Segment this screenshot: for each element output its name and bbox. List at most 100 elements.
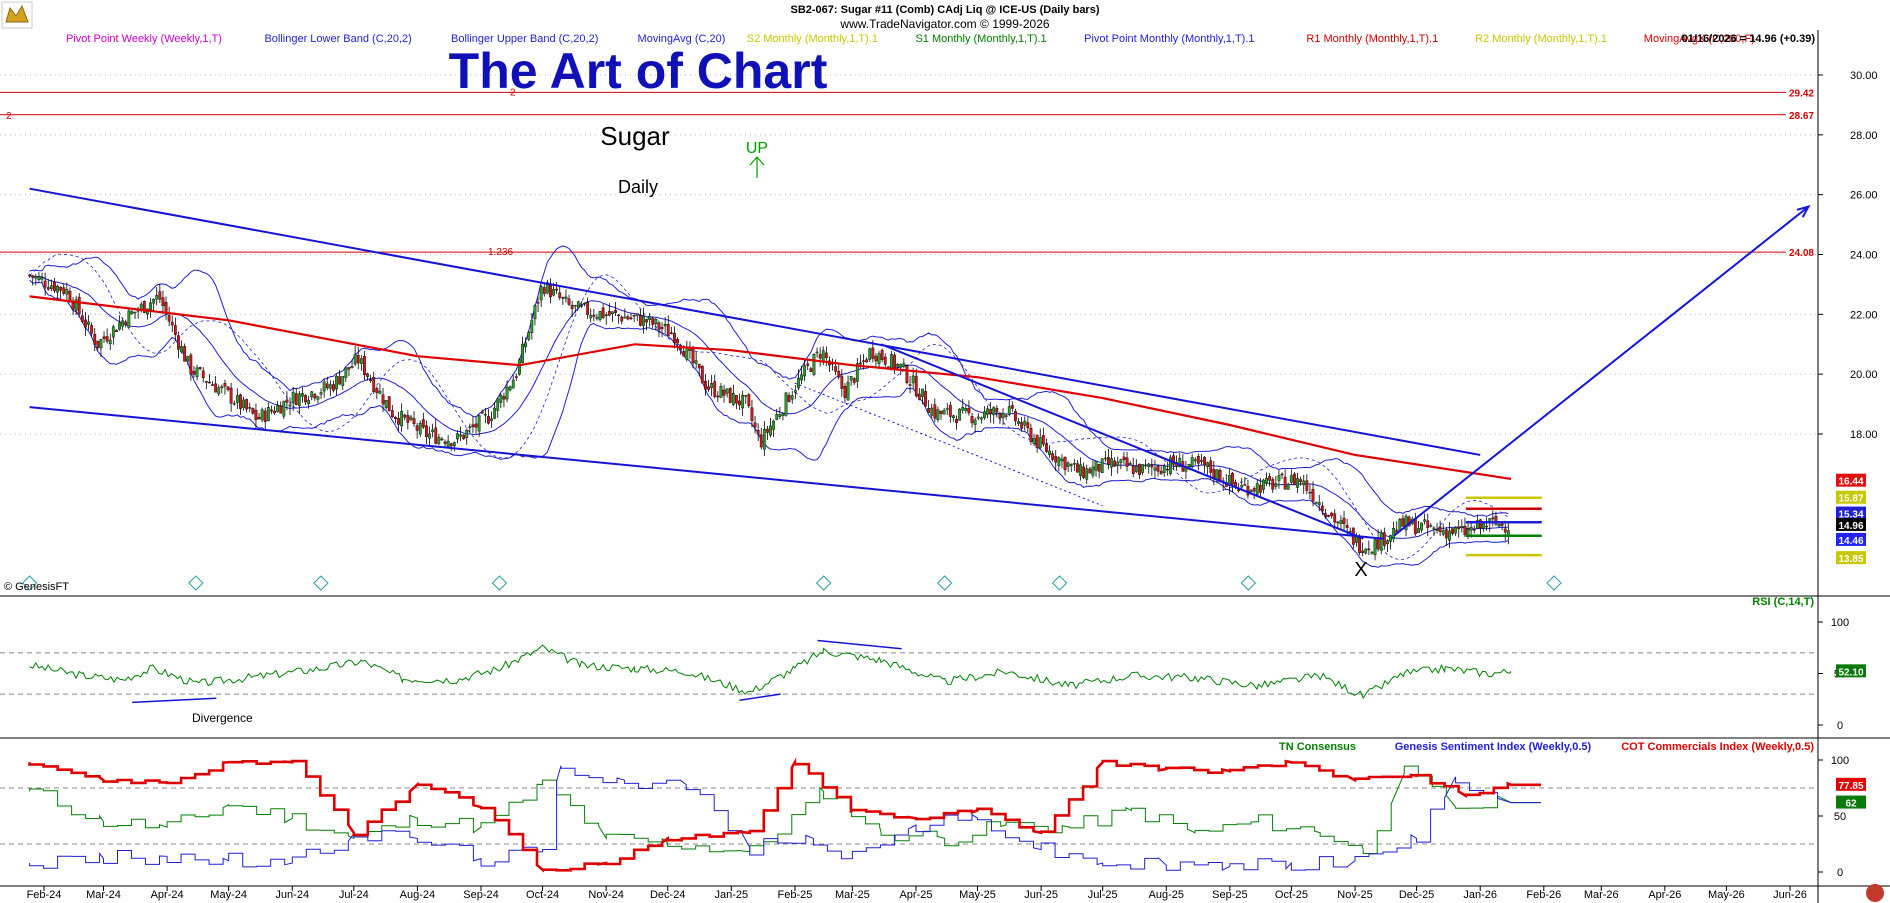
price-bar: [735, 395, 738, 410]
price-bar: [440, 436, 444, 441]
price-bar-body: [704, 380, 707, 390]
price-bar-body: [71, 302, 75, 310]
price-bar: [611, 311, 614, 322]
price-bar-body: [983, 411, 986, 418]
price-tag: [1836, 473, 1866, 487]
price-tag-label: 16.44: [1838, 477, 1863, 488]
price-bar: [536, 296, 540, 313]
price-tag: [1836, 551, 1866, 565]
indicator-legend: Pivot Point Weekly (Weekly,1,T) Bollinger…: [66, 33, 1755, 45]
price-bar-body: [576, 301, 580, 308]
price-bar: [1085, 464, 1089, 484]
price-bar: [96, 340, 100, 351]
price-bar-body: [1308, 491, 1312, 494]
price-bar-body: [1159, 470, 1163, 475]
price-bar-body: [1119, 459, 1123, 463]
price-bar-body: [1169, 457, 1172, 474]
price-bar-body: [1348, 530, 1352, 533]
price-bar: [341, 376, 345, 390]
price-bar-body: [328, 384, 332, 389]
price-bar-body: [1110, 458, 1113, 468]
price-bar: [874, 353, 878, 368]
price-bar: [769, 417, 772, 438]
price-bar-body: [288, 404, 292, 407]
price-bar-body: [772, 420, 776, 430]
price-bar-body: [961, 406, 965, 411]
price-bar-body: [797, 377, 800, 389]
price-bar: [803, 359, 807, 382]
price-bar-body: [242, 399, 245, 408]
price-bar-body: [945, 408, 949, 410]
x-tick-label: Jul-24: [339, 889, 369, 901]
price-bar-body: [1147, 463, 1151, 468]
price-bar-body: [276, 405, 280, 412]
price-bar-body: [1500, 523, 1504, 526]
corner-resize-icon: [1866, 884, 1884, 902]
price-bar: [979, 416, 983, 424]
price-bar: [843, 383, 847, 404]
price-bar: [955, 415, 958, 430]
price-bar-body: [270, 409, 273, 412]
price-bar-body: [229, 387, 233, 404]
price-bar: [124, 319, 128, 328]
price-bar: [232, 400, 236, 406]
price-bar: [335, 374, 338, 396]
price-bar-body: [899, 363, 903, 368]
price-bar-body: [669, 332, 673, 334]
price-bar-body: [1091, 466, 1095, 476]
price-bar-body: [530, 320, 534, 333]
price-bar-body: [34, 276, 38, 279]
price-bar-body: [96, 340, 100, 348]
price-bar: [660, 321, 664, 338]
price-bar: [1389, 534, 1392, 550]
price-bar-body: [992, 407, 996, 416]
price-bar-body: [762, 429, 766, 450]
price-bar-body: [1451, 528, 1454, 534]
price-bar: [518, 357, 521, 376]
price-bar: [465, 428, 469, 445]
price-bar: [902, 358, 906, 369]
x-tick-label: Aug-24: [400, 889, 435, 901]
price-bar: [753, 415, 757, 434]
instrument-label: Sugar: [600, 121, 670, 151]
y-tick-label: 100: [1831, 617, 1849, 629]
price-bar: [251, 407, 255, 415]
price-bar-body: [56, 285, 59, 293]
price-bar: [914, 368, 918, 398]
price-bar-body: [158, 291, 162, 300]
legend-item: R1 Monthly (Monthly,1,T).1: [1306, 33, 1438, 45]
price-bar-body: [942, 410, 946, 415]
price-bar-body: [418, 422, 422, 435]
price-bar: [462, 434, 466, 440]
price-bar-body: [294, 393, 298, 405]
price-bar: [626, 314, 630, 321]
price-bar: [242, 396, 245, 411]
price-bar: [434, 418, 438, 445]
price-bar: [155, 286, 159, 306]
price-bar-body: [347, 367, 351, 370]
price-bar-body: [1330, 512, 1334, 517]
x-tick-label: Jun-25: [1024, 889, 1058, 901]
legend-item: S1 Monthly (Monthly,1,T).1: [915, 33, 1046, 45]
price-bar-body: [790, 395, 794, 400]
price-bar: [930, 403, 934, 418]
price-bar: [487, 409, 490, 425]
price-bar: [254, 403, 258, 429]
price-bar-body: [1023, 420, 1027, 426]
price-bar-body: [1479, 519, 1482, 528]
price-bar-body: [452, 442, 456, 447]
price-bar-body: [406, 415, 410, 423]
price-bar: [1317, 494, 1321, 512]
price-bar: [1249, 489, 1253, 493]
price-bar-body: [1038, 437, 1042, 449]
price-bar-body: [508, 386, 512, 391]
price-bar-body: [1128, 463, 1132, 466]
y-tick-label: 24.00: [1850, 250, 1878, 262]
price-bar-body: [1085, 468, 1089, 480]
price-bar: [1138, 463, 1141, 479]
price-bar-body: [344, 367, 348, 378]
price-bar-body: [192, 370, 196, 375]
price-bar: [620, 315, 624, 325]
price-bar: [1004, 414, 1008, 420]
price-bar-body: [260, 409, 264, 421]
